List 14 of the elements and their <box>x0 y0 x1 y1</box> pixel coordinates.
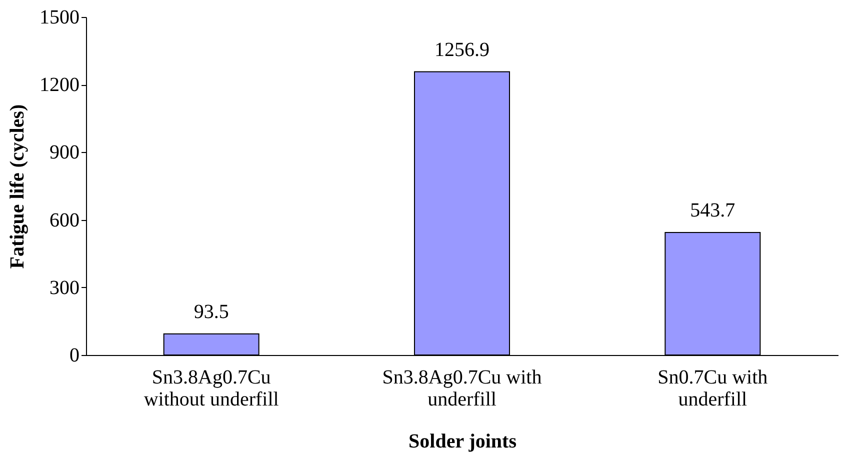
y-tick-label: 900 <box>50 142 80 164</box>
y-tick-label: 1200 <box>40 74 80 96</box>
y-tick-label: 300 <box>50 276 80 299</box>
y-tick-label: 600 <box>50 209 80 232</box>
x-tick-label: Sn0.7Cu with underfill <box>658 366 768 410</box>
data-label: 93.5 <box>194 300 229 323</box>
x-axis-title: Solder joints <box>408 430 517 452</box>
y-tick-label: 1500 <box>40 6 80 28</box>
x-tick-label: Sn3.8Ag0.7Cu with underfill <box>382 366 542 410</box>
y-tick-label: 0 <box>70 344 80 366</box>
x-tick-label: Sn3.8Ag0.7Cu without underfill <box>144 366 280 410</box>
data-label: 1256.9 <box>434 38 490 61</box>
data-label: 543.7 <box>690 199 736 222</box>
y-axis-title: Fatigue life (cycles) <box>6 104 28 269</box>
